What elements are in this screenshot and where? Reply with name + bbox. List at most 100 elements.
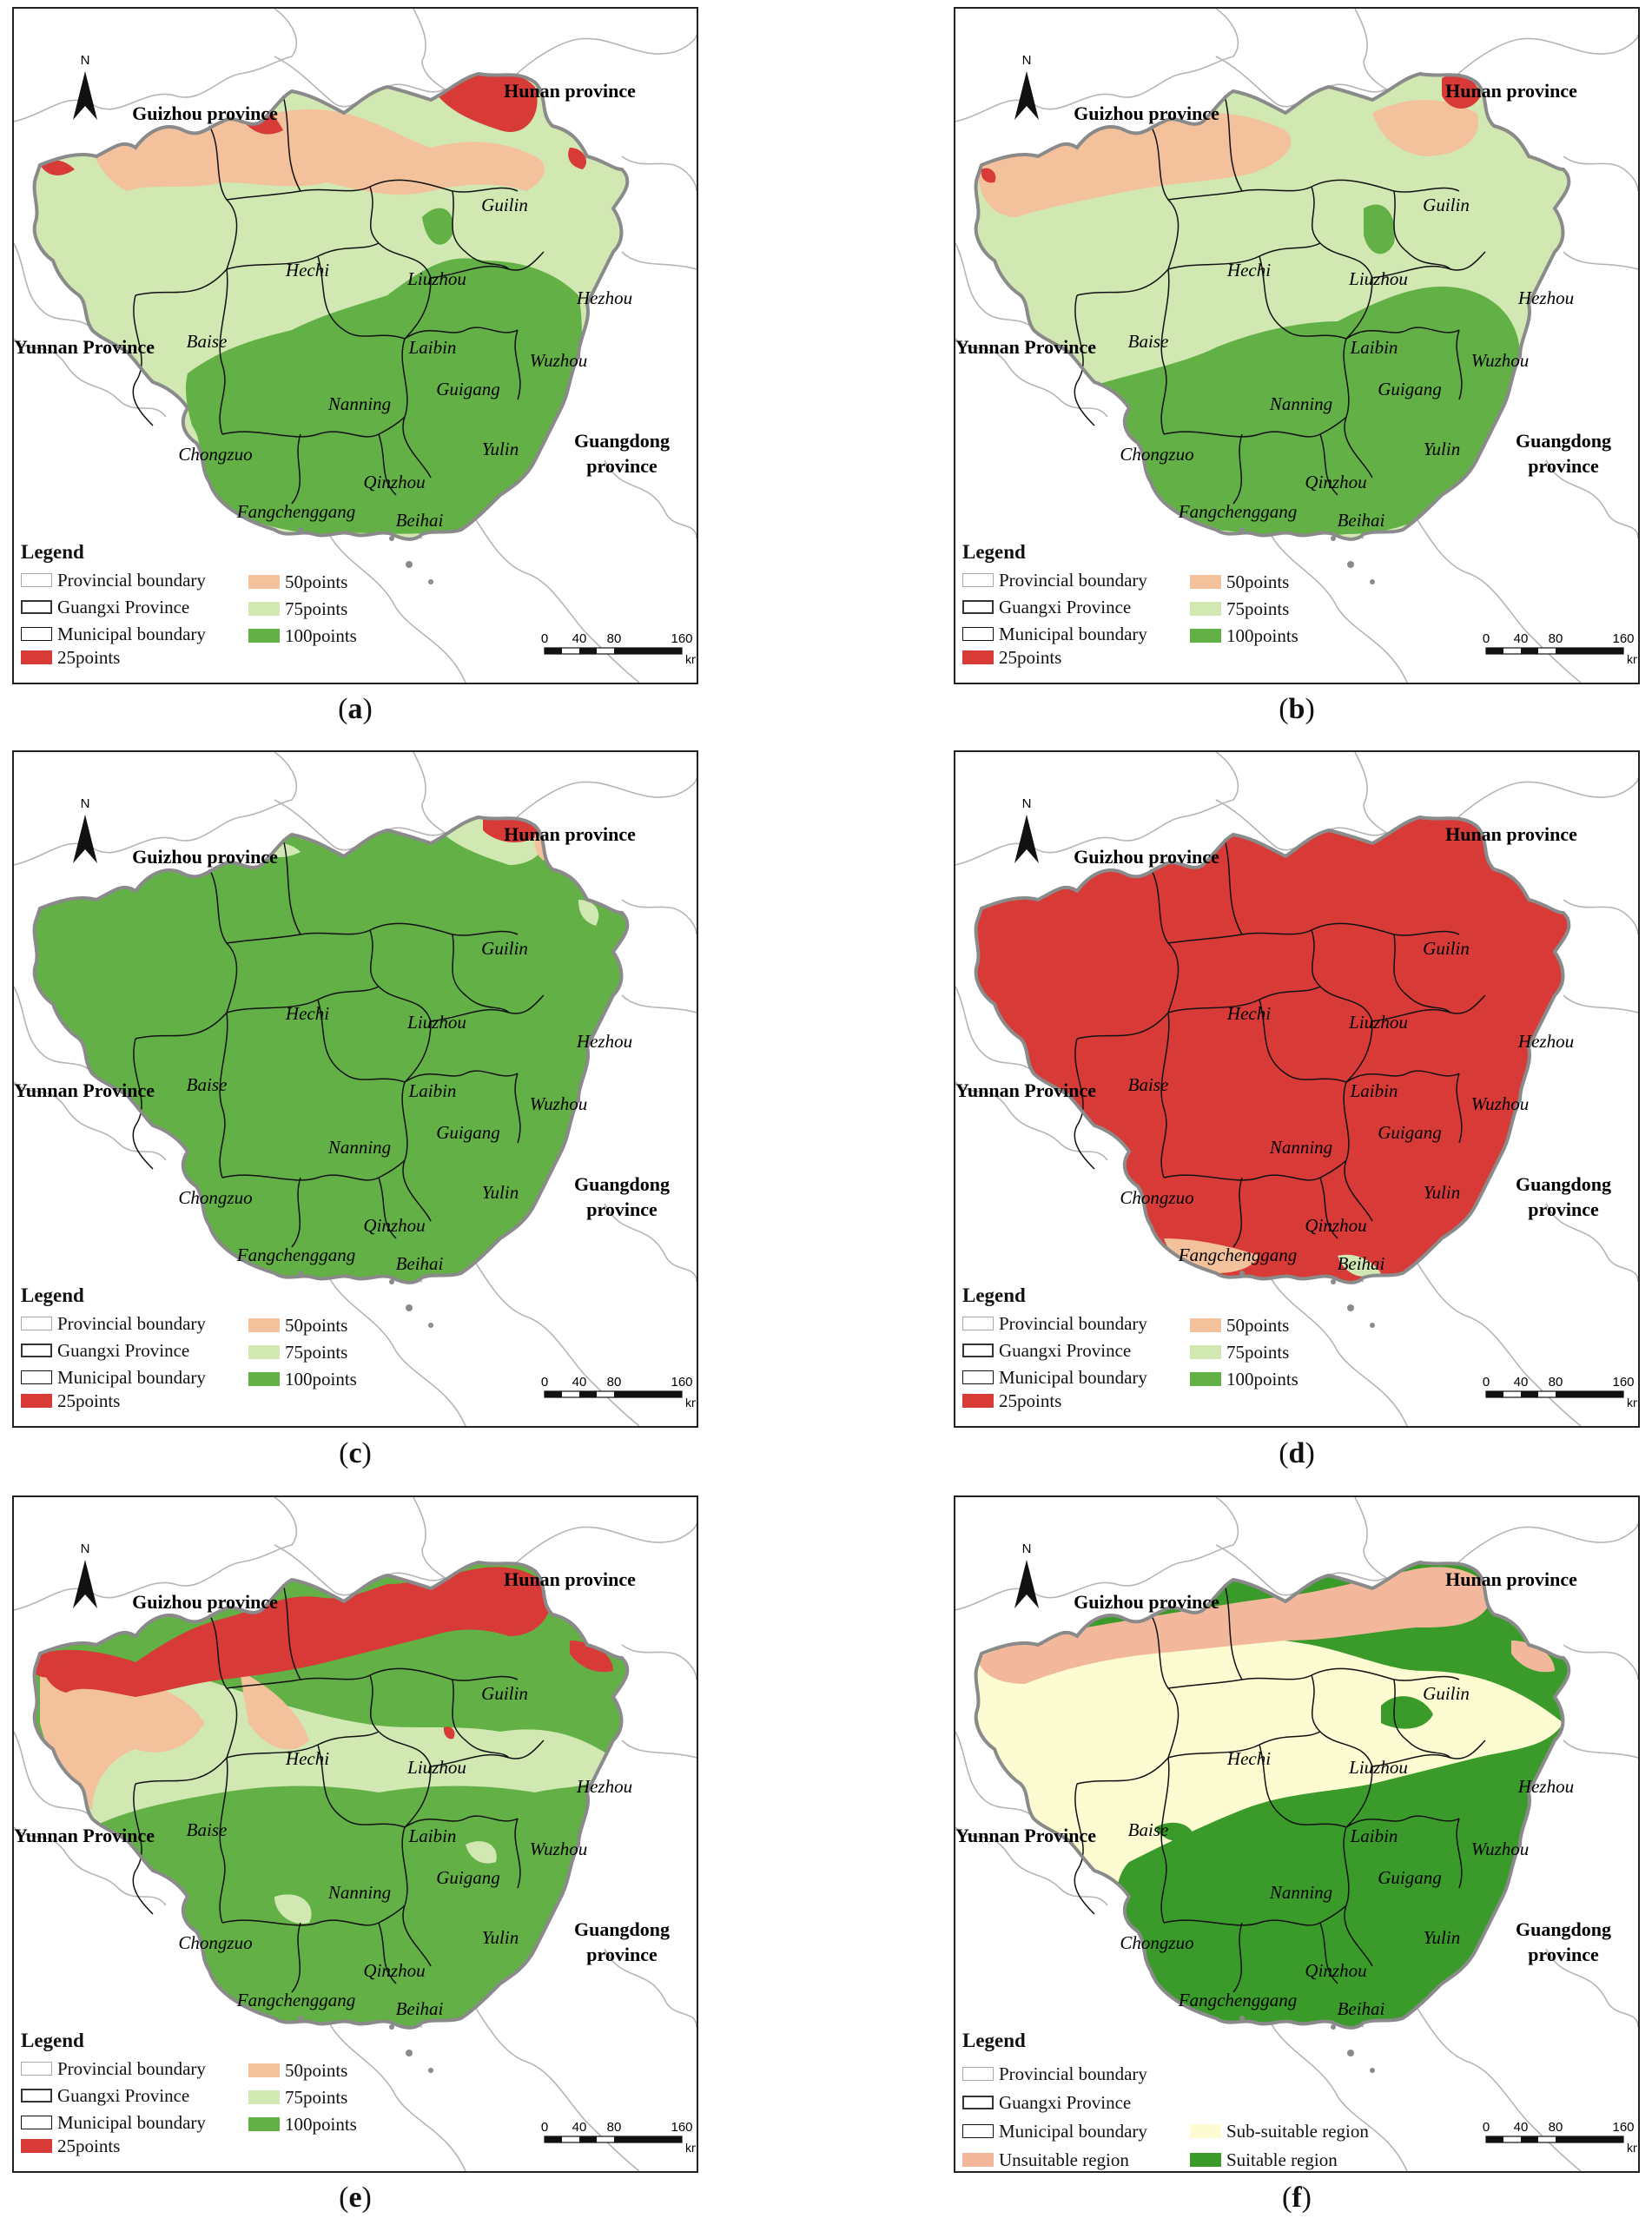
guangxi-province-boundary xyxy=(32,1560,630,2030)
label-hechi: Hechi xyxy=(1226,260,1271,281)
label-liuzhou: Liuzhou xyxy=(406,1012,466,1033)
label-guizhou: Guizhou province xyxy=(132,1591,278,1613)
label-hunan: Hunan province xyxy=(1445,1568,1577,1590)
label-nanning: Nanning xyxy=(1269,393,1332,414)
panel-caption: (d) xyxy=(1279,1437,1315,1469)
label-beihai: Beihai xyxy=(396,1998,444,2019)
label-guangdong-province: province xyxy=(1528,455,1599,477)
label-hezhou: Hezhou xyxy=(576,287,632,308)
label-guangdong: Guangdong xyxy=(1516,1173,1611,1195)
map-canvas: Guizhou province Hunan province Yunnan P… xyxy=(14,752,697,1426)
label-hechi: Hechi xyxy=(285,1748,329,1769)
svg-text:km: km xyxy=(685,652,696,666)
north-arrow-icon xyxy=(73,1560,97,1608)
scale-tick-label: 40 xyxy=(1514,1375,1529,1390)
scale-tick-label: 0 xyxy=(1483,631,1490,646)
panel-caption: (c) xyxy=(339,1437,372,1469)
guangxi-province-boundary xyxy=(974,1560,1571,2030)
label-chongzuo: Chongzuo xyxy=(1120,1187,1193,1208)
label-hezhou: Hezhou xyxy=(1517,1031,1574,1052)
label-beihai: Beihai xyxy=(1338,1998,1385,2019)
label-guangdong-province: province xyxy=(586,455,657,477)
legend: Legend Provincial boundary Guangxi Provin… xyxy=(21,541,357,668)
label-qinzhou: Qinzhou xyxy=(363,1215,425,1236)
islands xyxy=(298,527,433,584)
label-hechi: Hechi xyxy=(1226,1003,1271,1024)
svg-text:km: km xyxy=(1627,2141,1637,2155)
scale-tick-label: 0 xyxy=(541,631,548,646)
legend: Legend Provincial boundary Guangxi Provin… xyxy=(962,541,1298,668)
map-canvas: Guizhou province Hunan province Yunnan P… xyxy=(14,1497,697,2171)
north-arrow: N xyxy=(1009,1539,1044,1617)
label-guangdong-province: province xyxy=(1528,1944,1599,1965)
north-arrow: N xyxy=(1009,794,1044,872)
label-beihai: Beihai xyxy=(1338,1253,1385,1274)
map-panel-a: Guizhou province Hunan province Yunnan P… xyxy=(12,7,698,684)
svg-text:N: N xyxy=(81,796,90,811)
map-labels: Guizhou province Hunan province Yunnan P… xyxy=(955,1568,1611,2019)
label-fangchenggang: Fangchenggang xyxy=(1178,1990,1297,2010)
legend: Legend Provincial boundary Guangxi Provin… xyxy=(962,1284,1298,1411)
label-guangdong-province: province xyxy=(1528,1198,1599,1220)
label-fangchenggang: Fangchenggang xyxy=(1178,501,1297,522)
label-guizhou: Guizhou province xyxy=(132,846,278,868)
label-chongzuo: Chongzuo xyxy=(1120,444,1193,465)
scale-tick-label: 40 xyxy=(572,1375,587,1390)
map-canvas: Guizhou province Hunan province Yunnan P… xyxy=(14,9,697,683)
scale-tick-label: 0 xyxy=(1483,1375,1490,1390)
panel-caption: (f) xyxy=(1282,2182,1312,2214)
map-labels: Guizhou province Hunan province Yunnan P… xyxy=(14,1568,670,2019)
label-guangdong: Guangdong xyxy=(1516,1918,1611,1940)
label-laibin: Laibin xyxy=(1350,1080,1398,1101)
label-chongzuo: Chongzuo xyxy=(178,444,252,465)
panel-caption: (a) xyxy=(338,693,373,725)
legend-title: Legend xyxy=(962,2030,1026,2051)
label-yunnan: Yunnan Province xyxy=(955,1079,1096,1101)
label-hunan: Hunan province xyxy=(504,823,636,845)
label-hezhou: Hezhou xyxy=(1517,1776,1574,1797)
north-arrow-icon xyxy=(1014,815,1039,863)
label-liuzhou: Liuzhou xyxy=(1348,1012,1408,1033)
scale-tick-label: 160 xyxy=(1612,2120,1634,2135)
label-qinzhou: Qinzhou xyxy=(363,1960,425,1981)
label-guigang: Guigang xyxy=(1378,1867,1442,1888)
municipal-boundaries xyxy=(132,838,545,1248)
label-wuzhou: Wuzhou xyxy=(1471,350,1530,371)
label-laibin: Laibin xyxy=(408,1080,457,1101)
scale-tick-label: 160 xyxy=(671,631,692,646)
label-guangdong: Guangdong xyxy=(574,430,670,452)
label-laibin: Laibin xyxy=(1350,1825,1398,1846)
label-guizhou: Guizhou province xyxy=(1074,1591,1219,1613)
label-nanning: Nanning xyxy=(1269,1882,1332,1903)
islands xyxy=(1239,1271,1375,1328)
label-beihai: Beihai xyxy=(1338,510,1385,531)
svg-text:N: N xyxy=(81,53,90,68)
label-baise: Baise xyxy=(187,331,228,352)
scale-tick-label: 0 xyxy=(541,1375,548,1390)
label-nanning: Nanning xyxy=(327,1137,391,1158)
label-hezhou: Hezhou xyxy=(1517,287,1574,308)
label-guilin: Guilin xyxy=(1423,938,1470,959)
label-hechi: Hechi xyxy=(285,1003,329,1024)
label-hunan: Hunan province xyxy=(504,80,636,102)
label-chongzuo: Chongzuo xyxy=(1120,1932,1193,1953)
label-guizhou: Guizhou province xyxy=(132,102,278,124)
scale-tick-label: 0 xyxy=(541,2120,548,2135)
label-qinzhou: Qinzhou xyxy=(1305,1215,1366,1236)
scale-tick-label: 80 xyxy=(1549,631,1563,646)
legend: Legend Provincial boundary Guangxi Provin… xyxy=(962,2030,1369,2170)
scale-tick-label: 160 xyxy=(671,2120,692,2135)
municipal-boundaries xyxy=(132,95,545,505)
map-labels: Guizhou province Hunan province Yunnan P… xyxy=(14,80,670,531)
label-yunnan: Yunnan Province xyxy=(14,336,155,358)
label-yulin: Yulin xyxy=(482,1182,519,1203)
label-guangdong: Guangdong xyxy=(574,1173,670,1195)
label-hezhou: Hezhou xyxy=(576,1031,632,1052)
label-guigang: Guigang xyxy=(1378,1122,1442,1143)
label-liuzhou: Liuzhou xyxy=(406,268,466,289)
scale-tick-label: 40 xyxy=(1514,2120,1529,2135)
legend: Legend Provincial boundary Guangxi Provin… xyxy=(21,1284,357,1411)
guangxi-province-boundary xyxy=(974,815,1571,1284)
svg-text:N: N xyxy=(1022,1542,1032,1556)
legend-title: Legend xyxy=(21,2030,84,2051)
